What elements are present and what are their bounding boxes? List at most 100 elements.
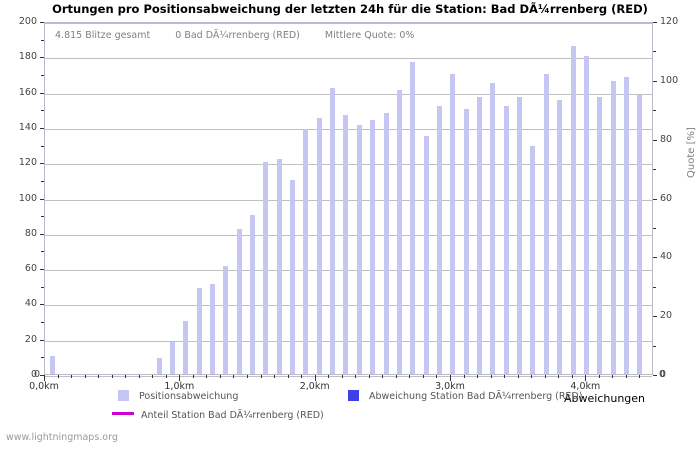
bar bbox=[263, 162, 269, 374]
y-axis-right-tick-label: 80 bbox=[660, 133, 673, 145]
y-axis-left-tick-label: 120 bbox=[18, 157, 37, 169]
bar bbox=[610, 81, 616, 374]
y-axis-right-tickmark bbox=[653, 257, 657, 259]
bar bbox=[477, 96, 483, 374]
x-axis-tickmark bbox=[355, 375, 357, 378]
y-axis-left-tickmark bbox=[40, 57, 44, 59]
gridline bbox=[45, 93, 652, 95]
x-axis-tickmark bbox=[598, 375, 600, 378]
y-axis-left-minor-tickmark bbox=[41, 357, 44, 359]
y-axis-right-tickmark bbox=[653, 198, 657, 200]
gridline bbox=[45, 23, 652, 24]
annotation-station-count: 0 Bad DÃ¼rrenberg (RED) bbox=[175, 30, 300, 41]
x-axis-tickmark bbox=[585, 375, 587, 381]
x-axis-tickmark bbox=[368, 375, 370, 378]
y-axis-left-minor-tickmark bbox=[41, 145, 44, 147]
legend-item[interactable]: Abweichung Station Bad DÃ¼rrenberg (RED) bbox=[348, 390, 582, 402]
legend-item[interactable]: Anteil Station Bad DÃ¼rrenberg (RED) bbox=[112, 410, 324, 421]
bar bbox=[276, 158, 282, 374]
legend-color-swatch bbox=[348, 390, 359, 401]
bar bbox=[396, 89, 402, 374]
bar bbox=[517, 96, 523, 374]
y-axis-left-minor-tickmark bbox=[41, 286, 44, 288]
x-axis-tickmark bbox=[436, 375, 438, 378]
bar bbox=[330, 88, 336, 374]
y-axis-right-tick-label: 100 bbox=[660, 74, 679, 86]
gridline bbox=[45, 58, 652, 60]
x-axis-tickmark bbox=[639, 375, 641, 378]
x-axis-tickmark bbox=[409, 375, 411, 378]
bar bbox=[503, 105, 509, 374]
bars-layer bbox=[45, 23, 652, 374]
bar bbox=[383, 112, 389, 374]
x-axis-tickmark bbox=[98, 375, 100, 378]
y-axis-left-tickmark bbox=[40, 198, 44, 200]
y-axis-right-minor-tickmark bbox=[653, 110, 656, 112]
y-axis-right-tickmark bbox=[653, 139, 657, 141]
bar bbox=[623, 77, 629, 374]
x-axis-title: Abweichungen bbox=[564, 392, 646, 405]
bar bbox=[236, 229, 242, 374]
y-axis-left-tickmark bbox=[40, 375, 44, 376]
x-axis-tickmark bbox=[544, 375, 546, 378]
y-axis-left-minor-tickmark bbox=[41, 322, 44, 324]
bar bbox=[303, 128, 309, 374]
x-axis-tick-label: 3,0km bbox=[435, 381, 465, 392]
bar bbox=[196, 287, 202, 374]
x-axis-tickmark bbox=[463, 375, 465, 378]
x-axis-tickmark bbox=[125, 375, 127, 378]
x-axis-tickmark bbox=[71, 375, 73, 378]
y-axis-left-minor-tickmark bbox=[41, 216, 44, 218]
annotation-total: 4.815 Blitze gesamt bbox=[55, 30, 151, 41]
y-axis-left-minor-tickmark bbox=[41, 251, 44, 253]
x-axis-tickmark bbox=[84, 375, 86, 378]
legend-item-label: Anteil Station Bad DÃ¼rrenberg (RED) bbox=[141, 410, 324, 421]
annotation-mean-quote: Mittlere Quote: 0% bbox=[324, 30, 415, 41]
gridline bbox=[45, 340, 652, 342]
x-axis-origin-label: 0 bbox=[659, 369, 666, 380]
x-axis-tickmark bbox=[260, 375, 262, 378]
y-axis-left-tick-label: 40 bbox=[24, 298, 37, 310]
x-axis-tickmark bbox=[274, 375, 276, 378]
y-axis-right-tickmark bbox=[653, 80, 657, 82]
y-axis-left-minor-tickmark bbox=[41, 180, 44, 182]
x-axis-tickmark bbox=[395, 375, 397, 378]
y-axis-left-tickmark bbox=[40, 304, 44, 306]
y-axis-right-tick-label: 20 bbox=[660, 310, 673, 322]
x-axis-tickmark bbox=[138, 375, 140, 378]
y-axis-right-minor-tickmark bbox=[653, 227, 656, 229]
y-axis-left-tick-label: 140 bbox=[18, 121, 37, 133]
legend-item[interactable]: Positionsabweichung bbox=[118, 390, 238, 402]
y-axis-left-tick-label: 20 bbox=[24, 333, 37, 345]
x-axis-tickmark bbox=[328, 375, 330, 378]
x-axis-origin-label: 0 bbox=[34, 369, 41, 380]
bar bbox=[436, 105, 442, 374]
gridline bbox=[45, 234, 652, 236]
legend: Positionsabweichung Abweichung Station Ba… bbox=[0, 388, 700, 428]
gridline bbox=[45, 128, 652, 130]
y-axis-left-tick-label: 80 bbox=[24, 227, 37, 239]
y-axis-right-minor-tickmark bbox=[653, 286, 656, 288]
bar bbox=[250, 215, 255, 374]
x-axis-tickmark bbox=[531, 375, 533, 378]
bar bbox=[156, 358, 162, 374]
legend-color-swatch bbox=[118, 390, 129, 401]
y-axis-right-minor-tickmark bbox=[653, 51, 656, 53]
bar bbox=[570, 45, 576, 374]
y-axis-left-tick-label: 60 bbox=[24, 263, 37, 275]
y-axis-left-tick-label: 0 bbox=[30, 369, 37, 380]
x-axis-tick-label: 0,0km bbox=[29, 381, 59, 392]
y-axis-right-tick-label: 0 bbox=[660, 369, 667, 380]
y-axis-left-tick-label: 160 bbox=[18, 86, 37, 98]
y-axis-left-minor-tickmark bbox=[41, 74, 44, 76]
page-title: Ortungen pro Positionsabweichung der let… bbox=[52, 2, 648, 16]
bar bbox=[49, 356, 55, 374]
y-axis-left-tickmark bbox=[40, 163, 44, 165]
x-axis-tickmark bbox=[477, 375, 479, 378]
y-axis-right-minor-tickmark bbox=[653, 345, 656, 347]
x-axis-tickmark bbox=[192, 375, 194, 378]
y-axis-left-tickmark bbox=[40, 22, 44, 23]
x-axis-tickmark bbox=[206, 375, 208, 378]
x-axis-tickmark bbox=[44, 375, 45, 381]
x-axis-tickmark bbox=[233, 375, 235, 378]
